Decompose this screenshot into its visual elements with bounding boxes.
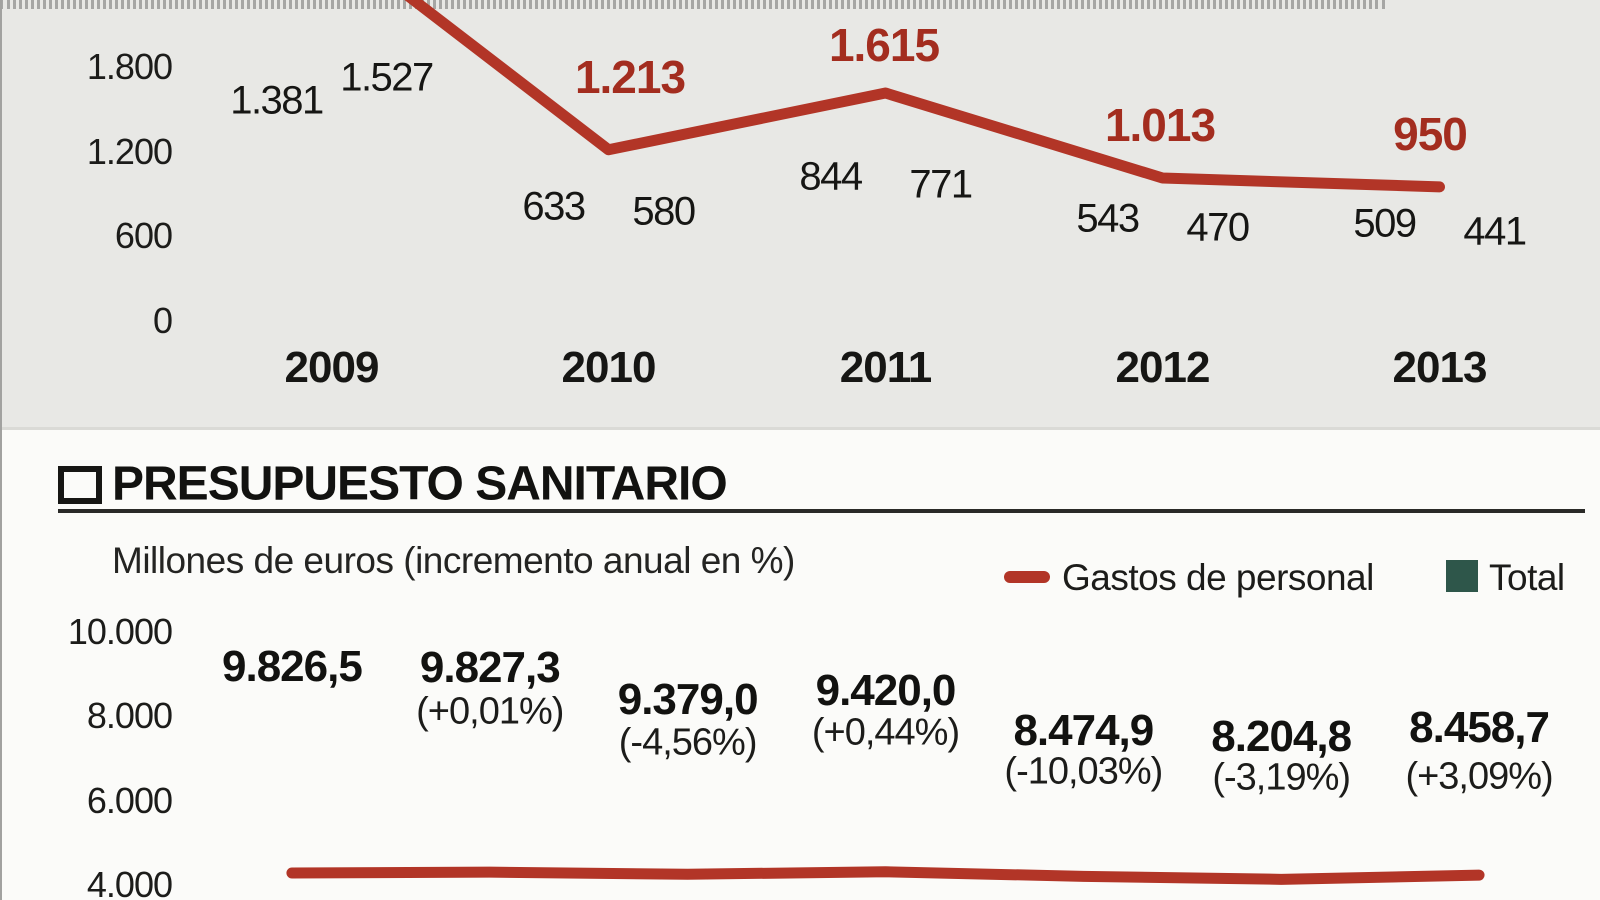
line-value-label: 1.615 xyxy=(828,19,940,71)
y-tick-label: 0 xyxy=(152,300,173,341)
bar-value-label: 8.458,7 xyxy=(1409,703,1550,752)
bar-value-label: 470 xyxy=(1186,205,1250,250)
y-tick-label: 1.200 xyxy=(86,130,173,172)
bar-value-label: 9.826,5 xyxy=(222,642,363,691)
legend-bar-swatch xyxy=(1446,560,1478,592)
y-tick-label: 4.000 xyxy=(86,863,173,900)
presupuesto-section xyxy=(0,430,1600,900)
line-value-label: 1.213 xyxy=(574,51,686,103)
bar-pct-label: (+0,01%) xyxy=(416,690,564,733)
y-tick-label-partial: 2.400 xyxy=(40,0,173,3)
bar-value-label: 1.381 xyxy=(230,78,324,123)
bar-value-label: 580 xyxy=(632,189,696,234)
title-square-icon xyxy=(58,466,102,504)
bar-pct-label: (-10,03%) xyxy=(1004,750,1163,793)
line-value-label: 950 xyxy=(1393,108,1468,160)
y-tick-label: 1.800 xyxy=(86,45,173,87)
column-divider xyxy=(0,536,2,804)
legend-line-swatch xyxy=(1004,571,1050,583)
column-divider xyxy=(0,268,2,536)
y-tick-label: 600 xyxy=(114,215,173,257)
panel-bottom-edge xyxy=(0,427,1600,430)
column-divider xyxy=(0,804,2,900)
year-label: 2010 xyxy=(561,343,657,392)
section-title: PRESUPUESTO SANITARIO xyxy=(112,457,728,511)
bar-value-label: 9.379,0 xyxy=(617,675,759,724)
bar-pct-label: (-4,56%) xyxy=(618,721,758,764)
bar-pct-label: (-3,19%) xyxy=(1212,756,1351,799)
y-tick-label: 10.000 xyxy=(67,611,173,652)
section-subtitle: Millones de euros (incremento anual en %… xyxy=(112,540,795,581)
column-divider xyxy=(0,0,2,268)
title-rule xyxy=(58,509,1585,513)
bar-value-label: 9.827,3 xyxy=(419,643,561,692)
bar-value-label: 543 xyxy=(1076,196,1140,241)
bar-value-label: 509 xyxy=(1353,201,1417,246)
year-label: 2011 xyxy=(839,343,932,392)
bar-value-label: 441 xyxy=(1463,209,1527,254)
bar-value-label: 8.204,8 xyxy=(1211,712,1352,761)
bar-value-label: 9.420,0 xyxy=(815,666,957,715)
bar-value-label: 8.474,9 xyxy=(1013,706,1154,755)
y-tick-label: 8.000 xyxy=(86,695,173,737)
y-tick-label: 6.000 xyxy=(86,779,173,821)
bar-pct-label: (+0,44%) xyxy=(811,711,960,754)
top-chart-panel: 06001.2001.8002.4001.3811.52720096335802… xyxy=(0,0,1600,428)
line-value-label: 1.013 xyxy=(1104,99,1216,151)
year-label: 2012 xyxy=(1115,343,1211,392)
legend-label-gastos: Gastos de personal xyxy=(1062,557,1374,598)
bar-pct-label: (+3,09%) xyxy=(1405,755,1553,798)
year-label: 2013 xyxy=(1392,343,1488,392)
year-label: 2009 xyxy=(284,343,380,392)
legend-label-total: Total xyxy=(1489,557,1565,598)
